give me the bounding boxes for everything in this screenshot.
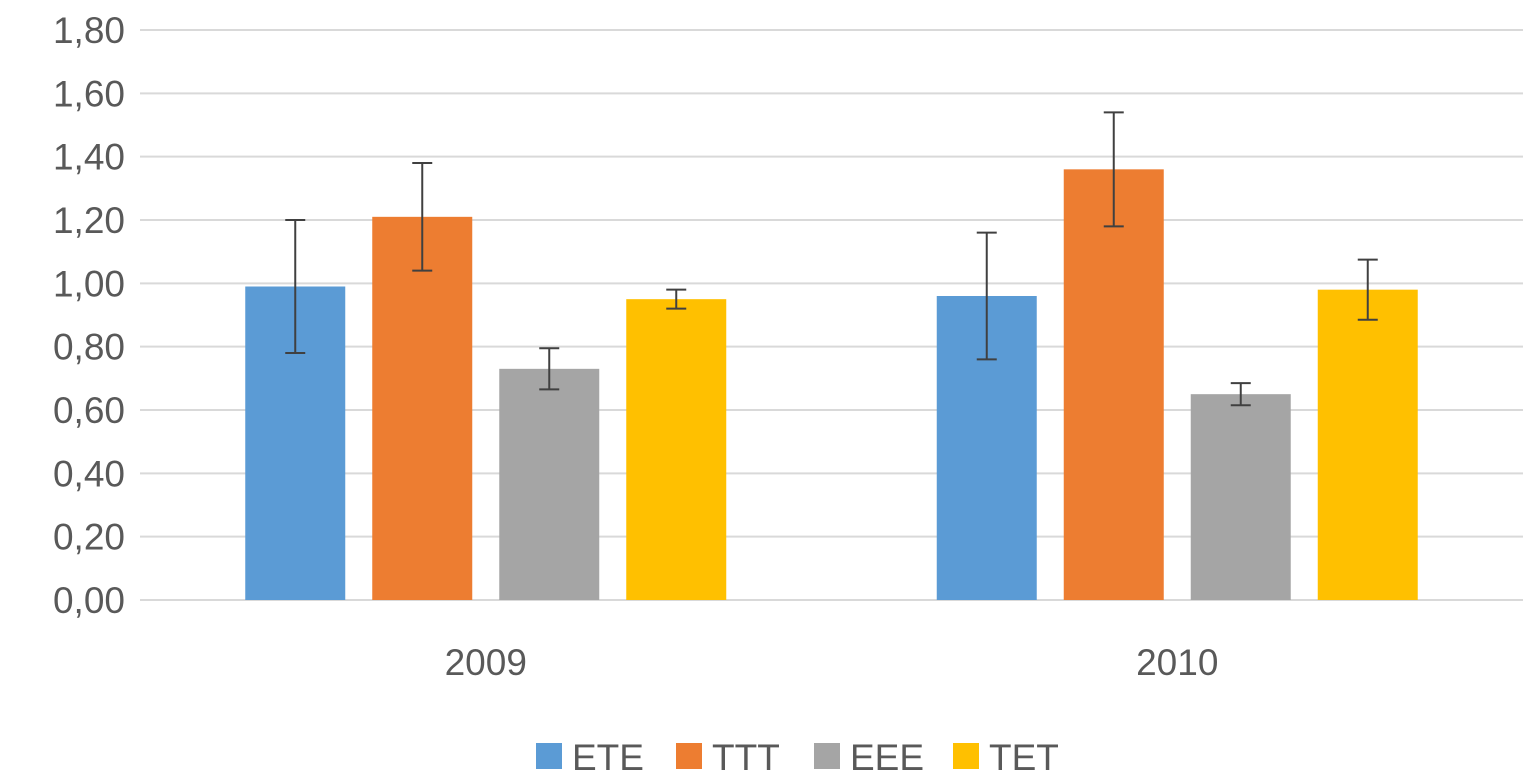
legend-swatch [814, 743, 840, 769]
error-bar-tet-2009 [666, 288, 687, 310]
error-bar-ete-2010 [976, 231, 997, 361]
error-bar-tet-2010 [1357, 258, 1378, 321]
y-tick-label: 1,60 [53, 73, 125, 114]
error-bars [285, 111, 1378, 407]
legend-label: EEE [850, 737, 924, 773]
x-category-label: 2009 [445, 642, 527, 683]
y-tick-label: 0,00 [53, 580, 125, 621]
y-tick-label: 1,80 [53, 10, 125, 51]
legend-swatch [536, 743, 562, 769]
legend-item-ttt: TTT [676, 737, 780, 773]
bar-tet-2009 [626, 299, 727, 600]
legend-swatch [953, 743, 979, 769]
legend: ETE TTT EEE TET [536, 737, 1059, 773]
y-tick-label: 1,40 [53, 137, 125, 178]
x-axis-category-labels: 2009 2010 [445, 642, 1219, 683]
y-tick-label: 1,20 [53, 200, 125, 241]
bars [245, 169, 1418, 601]
legend-label: ETE [572, 737, 644, 773]
error-bar-eee-2010 [1230, 382, 1251, 407]
bar-ttt-2010 [1063, 169, 1164, 601]
bar-ttt-2009 [372, 216, 473, 601]
y-tick-label: 0,40 [53, 453, 125, 494]
legend-item-ete: ETE [536, 737, 644, 773]
error-bar-eee-2009 [539, 347, 560, 391]
error-bar-ttt-2010 [1103, 111, 1124, 228]
legend-label: TTT [712, 737, 780, 773]
y-tick-label: 0,20 [53, 517, 125, 558]
error-bar-ttt-2009 [412, 162, 433, 272]
error-bar-ete-2009 [285, 219, 306, 354]
y-tick-label: 1,00 [53, 263, 125, 304]
legend-label: TET [989, 737, 1059, 773]
y-tick-label: 0,80 [53, 327, 125, 368]
y-axis-tick-labels: 0,00 0,20 0,40 0,60 0,80 1,00 1,20 1,40 1,60 1,80 [53, 10, 125, 621]
bar-eee-2009 [499, 368, 600, 600]
bar-eee-2010 [1190, 394, 1291, 600]
legend-item-eee: EEE [814, 737, 924, 773]
y-tick-label: 0,60 [53, 390, 125, 431]
legend-item-tet: TET [953, 737, 1059, 773]
legend-swatch [676, 743, 702, 769]
gridlines [140, 29, 1523, 601]
x-category-label: 2010 [1136, 642, 1218, 683]
bar-tet-2010 [1317, 289, 1418, 600]
